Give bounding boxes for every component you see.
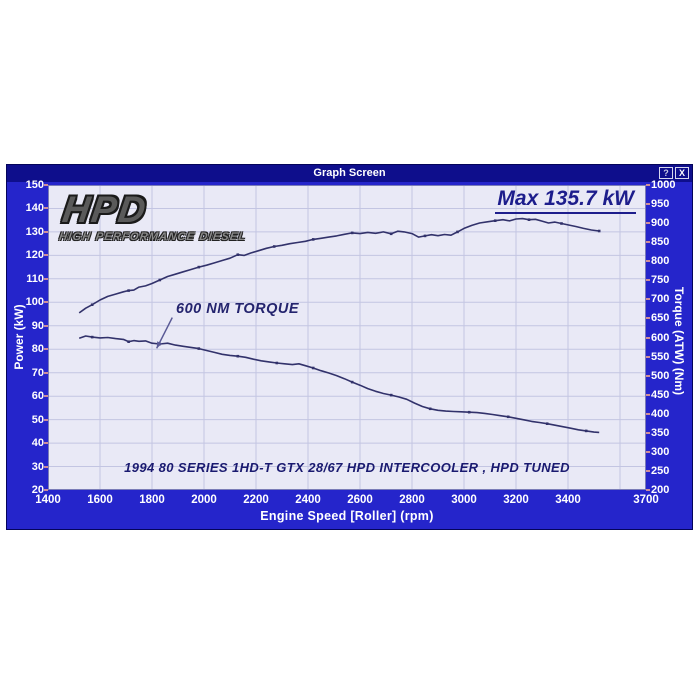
x-axis-title: Engine Speed [Roller] (rpm) bbox=[260, 509, 434, 523]
x-axis-tick-label: 3000 bbox=[451, 494, 477, 506]
right-axis-tick-label: 350 bbox=[651, 426, 670, 439]
right-axis-tick bbox=[646, 184, 650, 186]
right-axis-tick-label: 700 bbox=[651, 293, 670, 306]
right-axis-tick bbox=[646, 374, 650, 377]
right-axis-tick bbox=[646, 393, 650, 396]
right-axis-tick bbox=[646, 469, 650, 472]
left-axis-tick bbox=[44, 230, 48, 233]
right-axis-tick bbox=[646, 279, 650, 282]
left-axis-tick bbox=[44, 371, 48, 374]
right-axis-tick-label: 850 bbox=[651, 236, 670, 249]
plot-area: HPD HIGH PERFORMANCE DIESEL Max 135.7 kW… bbox=[48, 185, 646, 490]
left-axis-tick bbox=[44, 395, 48, 398]
right-axis-tick bbox=[646, 336, 650, 339]
x-axis-tick-label: 2000 bbox=[191, 494, 217, 506]
left-axis: 150 140 130 120 110 100 90 80 70 60 50 40 30 20 bbox=[7, 179, 44, 496]
right-axis-tick-label: 400 bbox=[651, 407, 670, 420]
torque-callout-label: 600 NM TORQUE bbox=[176, 301, 300, 317]
left-axis-tick bbox=[44, 442, 48, 445]
left-axis-tick-label: 20 bbox=[31, 484, 44, 496]
right-axis-tick bbox=[646, 489, 650, 491]
right-axis-tick bbox=[646, 260, 650, 263]
right-axis-tick bbox=[646, 412, 650, 415]
help-icon[interactable]: ? bbox=[659, 167, 673, 179]
left-axis-tick bbox=[44, 324, 48, 327]
left-axis-tick bbox=[44, 207, 48, 210]
window-title: Graph Screen bbox=[313, 167, 386, 179]
left-axis-tick bbox=[44, 465, 48, 468]
left-axis-tick-label: 90 bbox=[31, 319, 44, 332]
right-axis-tick bbox=[646, 298, 650, 301]
x-axis-tick-label: 2400 bbox=[295, 494, 321, 506]
right-axis-tick-label: 800 bbox=[651, 255, 670, 268]
left-axis-tick-label: 70 bbox=[31, 366, 44, 379]
right-axis-tick-label: 200 bbox=[651, 484, 670, 496]
max-power-label: Max 135.7 kW bbox=[495, 187, 636, 214]
right-axis-tick-label: 1000 bbox=[651, 179, 676, 191]
right-axis-tick bbox=[646, 241, 650, 244]
right-axis-tick bbox=[646, 431, 650, 434]
right-axis-tick bbox=[646, 203, 650, 206]
x-axis-tick-label: 1400 bbox=[35, 494, 61, 506]
left-axis-tick bbox=[44, 418, 48, 421]
left-axis-tick-label: 80 bbox=[31, 343, 44, 356]
dyno-chart-svg bbox=[48, 185, 646, 490]
left-axis-tick-label: 130 bbox=[25, 225, 44, 238]
right-axis-tick-label: 950 bbox=[651, 198, 670, 211]
left-axis-tick-label: 150 bbox=[25, 179, 44, 191]
left-axis-tick-label: 100 bbox=[25, 296, 44, 309]
right-axis-tick bbox=[646, 450, 650, 453]
x-axis-tick-label: 1800 bbox=[139, 494, 165, 506]
right-axis-tick-label: 500 bbox=[651, 369, 670, 382]
hpd-logo: HPD HIGH PERFORMANCE DIESEL bbox=[58, 189, 252, 243]
x-axis-tick-label: 3200 bbox=[503, 494, 529, 506]
x-axis-tick-label: 3700 bbox=[633, 494, 659, 506]
x-axis-tick-label: 2200 bbox=[243, 494, 269, 506]
close-icon[interactable]: X bbox=[675, 167, 689, 179]
left-axis-tick bbox=[44, 254, 48, 257]
right-axis-tick-label: 300 bbox=[651, 445, 670, 458]
left-axis-tick bbox=[44, 301, 48, 304]
graph-screen-window: Graph Screen ? X Power (kW) Torque (ATW)… bbox=[6, 164, 693, 530]
right-axis-tick-label: 650 bbox=[651, 312, 670, 325]
run-caption: 1994 80 SERIES 1HD-T GTX 28/67 HPD INTER… bbox=[124, 460, 570, 475]
left-axis-tick-label: 40 bbox=[31, 437, 44, 450]
left-axis-tick bbox=[44, 277, 48, 280]
x-axis-tick-label: 3400 bbox=[555, 494, 581, 506]
right-axis-tick-label: 450 bbox=[651, 388, 670, 401]
left-axis-tick bbox=[44, 489, 48, 491]
x-axis-tick-label: 1600 bbox=[87, 494, 113, 506]
left-axis-tick-label: 30 bbox=[31, 460, 44, 473]
hpd-logo-subtitle: HIGH PERFORMANCE DIESEL bbox=[58, 231, 248, 243]
left-axis-tick-label: 50 bbox=[31, 413, 44, 426]
right-axis: 1000 950 900 850 800 750 700 650 600 550 500 450 400… bbox=[651, 179, 691, 496]
right-axis-tick-label: 900 bbox=[651, 217, 670, 230]
hpd-logo-text: HPD bbox=[60, 189, 151, 230]
left-axis-tick-label: 120 bbox=[25, 249, 44, 262]
right-axis-tick bbox=[646, 222, 650, 225]
left-axis-tick-label: 60 bbox=[31, 390, 44, 403]
x-axis: 1400 1600 1800 2000 2200 2400 2600 2800 3000 3200… bbox=[35, 494, 659, 508]
right-axis-tick-label: 750 bbox=[651, 274, 670, 287]
titlebar-buttons: ? X bbox=[659, 167, 689, 179]
x-axis-tick-label: 2800 bbox=[399, 494, 425, 506]
left-axis-tick bbox=[44, 348, 48, 351]
right-axis-tick-label: 550 bbox=[651, 350, 670, 363]
x-axis-tick-label: 2600 bbox=[347, 494, 373, 506]
right-axis-tick bbox=[646, 317, 650, 320]
left-axis-tick-label: 140 bbox=[25, 202, 44, 215]
right-axis-tick bbox=[646, 355, 650, 358]
left-axis-tick bbox=[44, 184, 48, 186]
right-axis-tick-label: 600 bbox=[651, 331, 670, 344]
right-axis-tick-label: 250 bbox=[651, 464, 670, 477]
window-titlebar[interactable]: Graph Screen ? X bbox=[7, 165, 692, 182]
left-axis-tick-label: 110 bbox=[26, 272, 44, 285]
